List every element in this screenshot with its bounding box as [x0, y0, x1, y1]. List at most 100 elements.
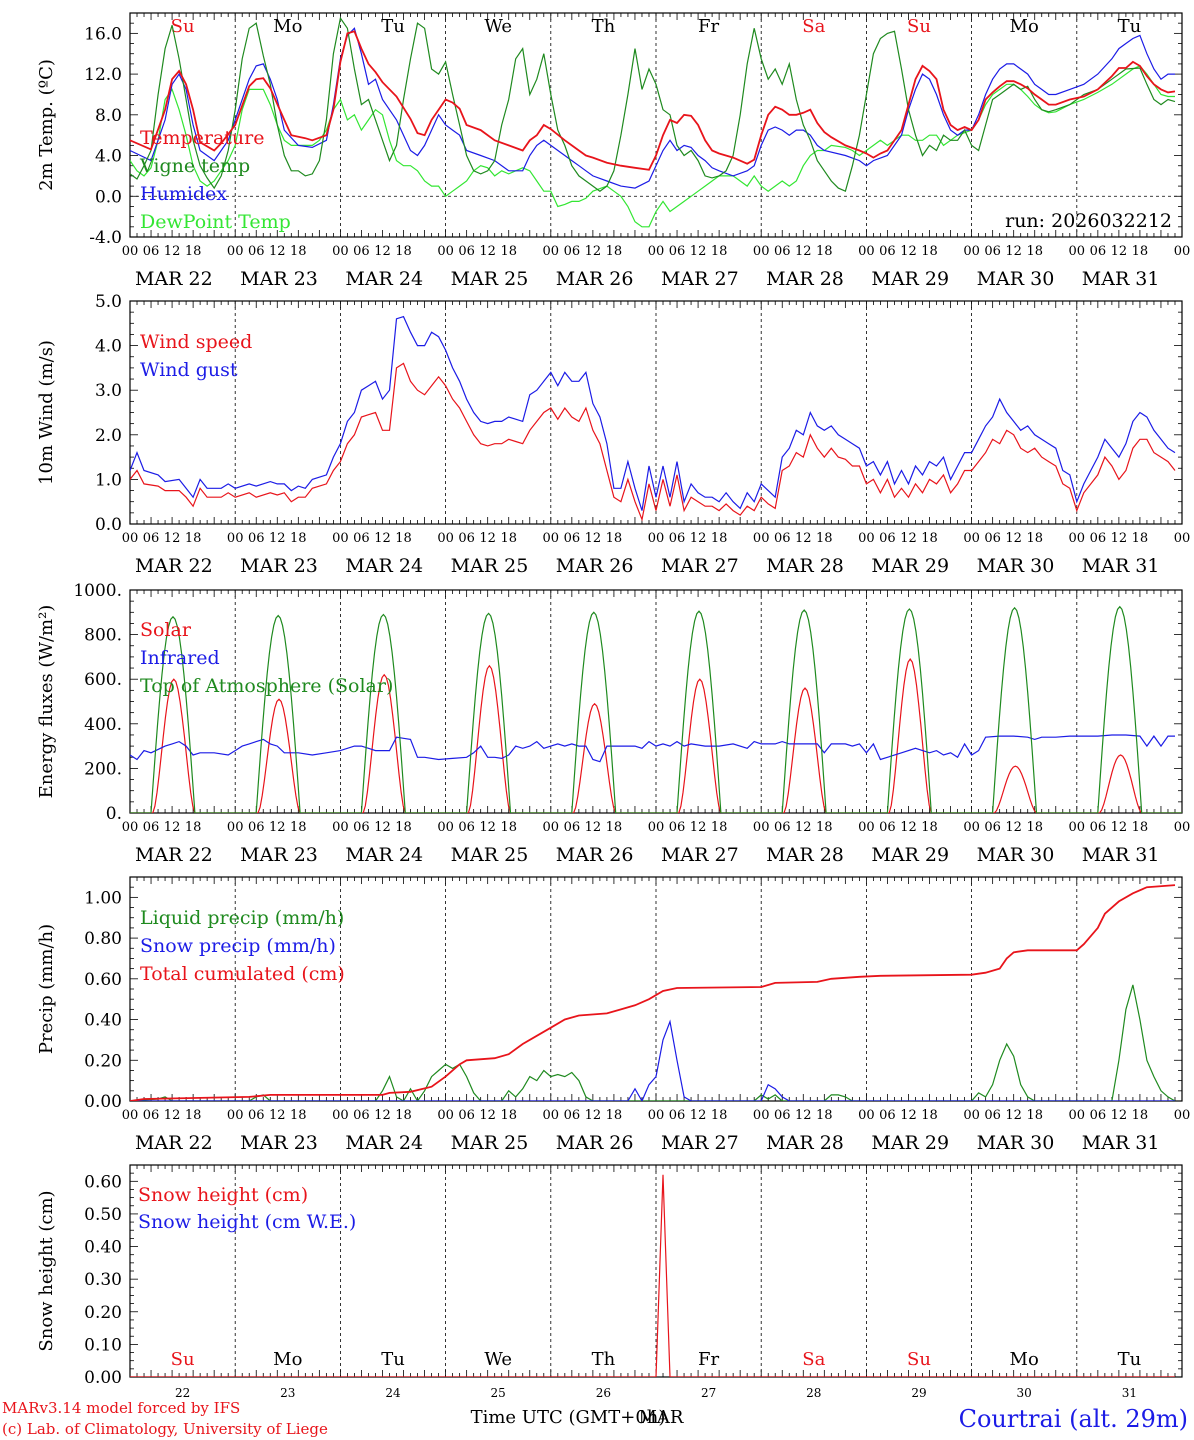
date-label: MAR 31: [1082, 844, 1160, 866]
series-top-of-atmosphere-solar-: [130, 605, 1182, 813]
y-tick-label: 3.0: [95, 381, 122, 401]
y-tick-label: 0.: [106, 804, 122, 824]
date-label: MAR 24: [345, 1132, 423, 1154]
y-tick-label: 4.0: [95, 147, 122, 167]
hour-label: 06: [564, 531, 581, 546]
hour-label: 00: [227, 244, 244, 259]
weekday-label: Su: [907, 1349, 931, 1370]
legend-entry: Snow height (cm): [138, 1184, 308, 1206]
hour-label: 06: [1090, 244, 1107, 259]
hour-label: 00: [858, 244, 875, 259]
y-tick-label: 200.: [84, 759, 122, 779]
date-label: MAR 28: [766, 268, 844, 290]
hour-label: 12: [795, 1108, 812, 1123]
hour-label: 06: [143, 244, 160, 259]
hour-label: 12: [164, 1108, 181, 1123]
y-tick-label: 0.10: [84, 1335, 122, 1355]
hour-label: 18: [606, 531, 623, 546]
hour-label: 06: [879, 531, 896, 546]
hour-label: 00: [332, 531, 349, 546]
weekday-label: Sa: [802, 1349, 825, 1370]
hour-label: 12: [269, 531, 286, 546]
hour-label: 12: [1111, 1108, 1128, 1123]
legend-entry: Solar: [140, 619, 192, 641]
hour-label: 18: [606, 244, 623, 259]
hour-label: 06: [774, 820, 791, 835]
hour-label: 18: [921, 244, 938, 259]
hour-label: 12: [1005, 244, 1022, 259]
y-axis-label: Snow height (cm): [36, 1190, 57, 1351]
hour-label: 06: [774, 531, 791, 546]
y-tick-label: 0.60: [84, 1172, 122, 1192]
hour-label: 00: [543, 1108, 560, 1123]
series-dewpoint-temp: [130, 65, 1175, 228]
hour-label: 00: [858, 1108, 875, 1123]
hour-label: 18: [290, 531, 307, 546]
weekday-label: Su: [171, 1349, 195, 1370]
hour-label: 12: [479, 1108, 496, 1123]
y-tick-label: 0.00: [84, 1368, 122, 1388]
hour-label: 06: [669, 244, 686, 259]
hour-label: 06: [143, 820, 160, 835]
hour-label: 18: [606, 820, 623, 835]
hour-label: 00: [543, 531, 560, 546]
hour-label: 00: [1069, 820, 1086, 835]
hour-label: 12: [690, 1108, 707, 1123]
model-credit: MARv3.14 model forced by IFS: [2, 1399, 240, 1417]
x-axis-title: Time UTC (GMT+0h): [471, 1407, 666, 1428]
hour-label: 12: [900, 1108, 917, 1123]
series-infrared: [130, 734, 1175, 763]
legend-entry: Wind gust: [140, 359, 238, 381]
y-tick-label: 0.00: [84, 1092, 122, 1112]
series-wind-speed: [130, 362, 1176, 522]
day-number: 27: [701, 1386, 716, 1400]
hour-label: 12: [795, 244, 812, 259]
hour-label: 06: [564, 1108, 581, 1123]
hour-label: 12: [374, 244, 391, 259]
hour-label: 12: [479, 531, 496, 546]
hour-label: 18: [1132, 531, 1149, 546]
hour-label: 00: [437, 244, 454, 259]
hour-label: 18: [1026, 244, 1043, 259]
hour-label: 18: [185, 531, 202, 546]
hour-label: 06: [564, 244, 581, 259]
hour-label: 00: [122, 1108, 139, 1123]
hour-label: 18: [1132, 244, 1149, 259]
date-label: MAR 31: [1082, 555, 1160, 577]
legend-entry: Snow height (cm W.E.): [138, 1211, 356, 1233]
hour-label: 00: [963, 531, 980, 546]
panel-5: 0.00 0.10 0.20 0.30 0.40 0.50 0.60 Snow height …: [36, 1164, 1183, 1400]
hour-label: 00: [122, 244, 139, 259]
hour-label: 00: [858, 820, 875, 835]
hour-label: 00: [543, 244, 560, 259]
series-temperature: [130, 30, 1176, 171]
hour-label: 00: [1174, 531, 1191, 546]
y-tick-label: 1.0: [95, 470, 122, 490]
hour-label: 06: [774, 244, 791, 259]
hour-label: 18: [500, 244, 517, 259]
hour-label: 06: [248, 1108, 265, 1123]
hour-label: 00: [753, 820, 770, 835]
site-label: Courtrai (alt. 29m): [959, 1405, 1188, 1433]
date-label: MAR 30: [977, 844, 1055, 866]
weekday-label: Mo: [1010, 16, 1039, 37]
hour-label: 00: [1174, 244, 1191, 259]
plot-frame: [129, 12, 1183, 238]
hour-label: 00: [543, 820, 560, 835]
hour-label: 06: [458, 820, 475, 835]
series-snow-height-cm-: [130, 1174, 1175, 1377]
hour-label: 00: [227, 1108, 244, 1123]
y-tick-label: 0.40: [84, 1238, 122, 1258]
legend-entry: Temperature: [140, 127, 264, 149]
weekday-label: Sa: [802, 16, 825, 37]
hour-label: 00: [1069, 1108, 1086, 1123]
hour-label: 18: [711, 531, 728, 546]
y-tick-label: 600.: [84, 670, 122, 690]
weekday-label: Th: [592, 1349, 616, 1370]
hour-label: 00: [753, 244, 770, 259]
day-number: 26: [596, 1386, 611, 1400]
hour-label: 18: [816, 820, 833, 835]
date-label: MAR 29: [871, 555, 949, 577]
hour-label: 18: [1132, 820, 1149, 835]
hour-label: 06: [879, 244, 896, 259]
